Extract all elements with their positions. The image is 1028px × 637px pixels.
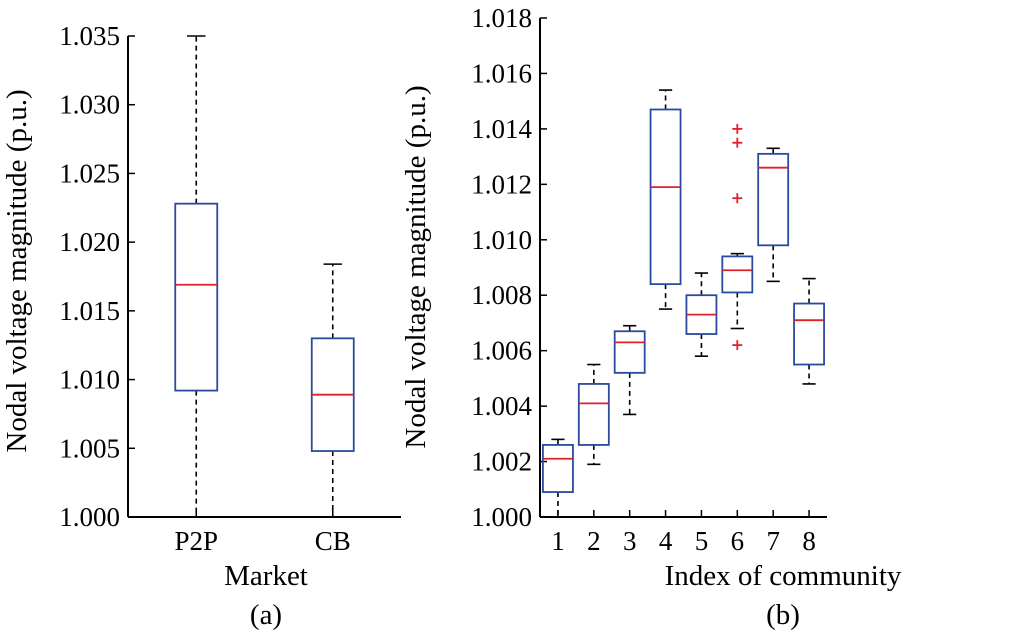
outlier-marker — [732, 123, 743, 134]
iqr-box — [721, 255, 754, 294]
panel-b-box-4 — [649, 89, 682, 310]
panel-a-x-tick-label: CB — [315, 526, 351, 556]
outlier-marker — [732, 340, 743, 351]
panel-b-x-tick-label: 4 — [659, 526, 673, 556]
panel-b-y-tick-label: 1.016 — [471, 58, 532, 88]
panel-a-y-tick-label: 1.020 — [59, 227, 120, 257]
panel-a-y-tick-label: 1.005 — [59, 433, 120, 463]
panel-b-y-tick-label: 1.000 — [471, 502, 532, 532]
outlier-marker — [732, 137, 743, 148]
panel-b-y-tick-label: 1.014 — [471, 114, 532, 144]
panel-b-x-tick-label: 1 — [551, 526, 565, 556]
panel-a-plot-area: 1.000 1.005 1.010 1.015 1.020 1.025 1.030 1.035… — [59, 21, 401, 556]
panel-b-y-tick-label: 1.006 — [471, 336, 532, 366]
panel-a-y-tick-label: 1.030 — [59, 90, 120, 120]
outlier-marker — [732, 193, 743, 204]
panel-a-x-axis-title: Market — [224, 560, 308, 592]
panel-b-y-tick-label: 1.008 — [471, 280, 532, 310]
panel-b-y-axis-title: Nodal voltage magnitude (p.u.) — [400, 85, 432, 448]
panel-b-x-tick-label: 2 — [587, 526, 601, 556]
panel-b-x-tick-label: 7 — [766, 526, 780, 556]
panel-b-x-tick-label: 8 — [802, 526, 816, 556]
panel-b-box-7 — [757, 147, 790, 283]
panel-b-y-tick-label: 1.012 — [471, 169, 532, 199]
panel-a-x-tick-label: P2P — [174, 526, 218, 556]
panel-a-y-tick-label: 1.035 — [59, 21, 120, 51]
iqr-box — [613, 330, 646, 374]
panel-b-x-tick-label: 3 — [623, 526, 637, 556]
panel-b-y-tick-label: 1.004 — [471, 391, 532, 421]
panel-a-y-tick-label: 1.010 — [59, 365, 120, 395]
panel-b-label: (b) — [766, 599, 800, 631]
panel-b-box-3 — [613, 324, 646, 416]
panel-b-box-8 — [793, 277, 825, 385]
panel-a-y-axis-title: Nodal voltage magnitude (p.u.) — [1, 89, 33, 452]
panel-b-x-axis-title: Index of community — [665, 560, 902, 592]
panel-b-plot-area: 1.000 1.002 1.004 1.006 1.008 1.010 1.012 1.014… — [471, 3, 827, 556]
panel-a-chart: 1.000 1.005 1.010 1.015 1.020 1.025 1.030 1.035… — [1, 21, 401, 631]
panel-b-y-tick-label: 1.002 — [471, 447, 532, 477]
panel-b-box-1 — [542, 438, 574, 518]
panel-b-x-tick-label: 6 — [731, 526, 745, 556]
panel-a-y-tick-label: 1.025 — [59, 158, 120, 188]
panel-b-box-6 — [721, 123, 754, 351]
panel-b-y-tick-label: 1.018 — [471, 3, 532, 33]
panel-b-y-tick-label: 1.010 — [471, 225, 532, 255]
iqr-box — [757, 152, 790, 247]
panel-a-y-tick-label: 1.015 — [59, 296, 120, 326]
iqr-box — [577, 383, 610, 446]
iqr-box — [649, 108, 682, 286]
panel-a-box-CB — [310, 263, 355, 518]
panel-b-chart: 1.000 1.002 1.004 1.006 1.008 1.010 1.012 1.014… — [400, 3, 902, 631]
panel-a-label: (a) — [250, 599, 282, 631]
panel-a-y-tick-label: 1.000 — [59, 502, 120, 532]
iqr-box — [174, 202, 219, 392]
panel-a-box-P2P — [174, 35, 219, 518]
panel-b-box-2 — [577, 363, 610, 466]
panel-b-x-tick-label: 5 — [695, 526, 709, 556]
iqr-box — [542, 444, 574, 493]
panel-b-box-5 — [685, 272, 718, 358]
iqr-box — [793, 302, 825, 366]
